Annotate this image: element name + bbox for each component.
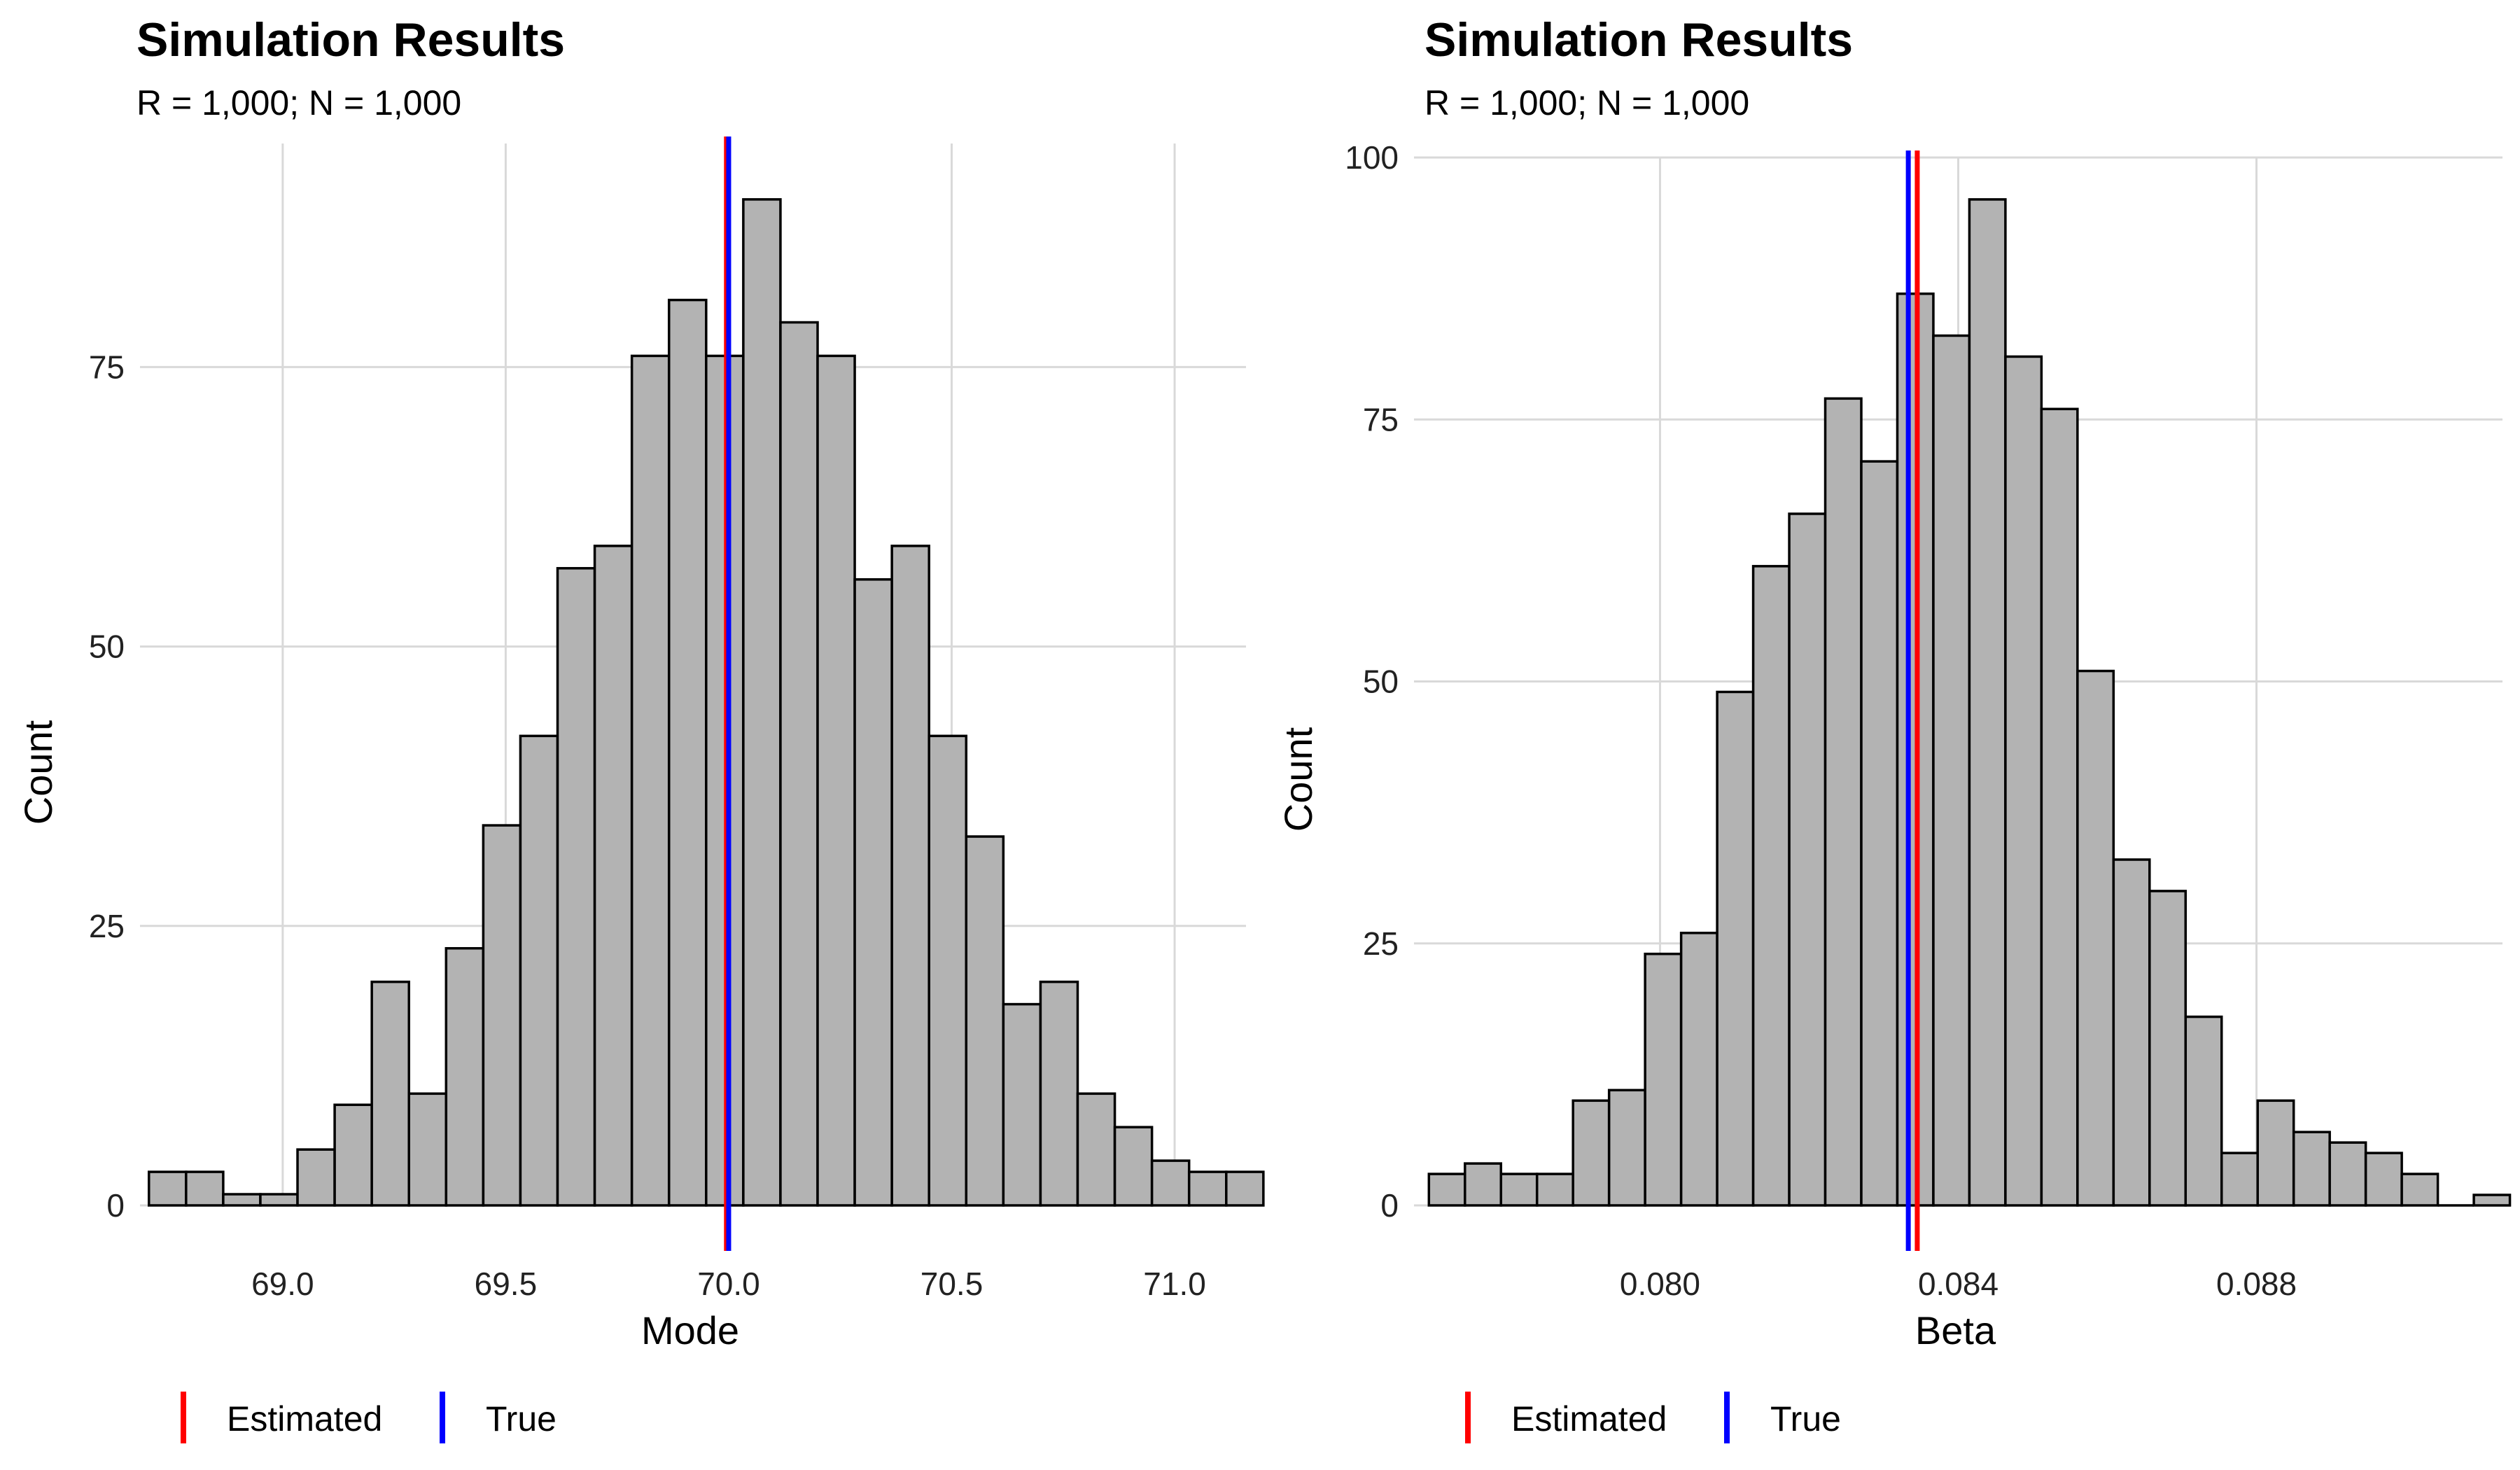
histogram-bar — [222, 1193, 262, 1207]
histogram-bar — [2328, 1141, 2367, 1207]
x-tick-label: 0.084 — [1918, 1266, 1998, 1302]
y-tick-label: 75 — [89, 349, 125, 385]
histogram-bar — [333, 1103, 373, 1207]
histogram-bar — [1039, 980, 1079, 1207]
histogram-bar — [185, 1170, 225, 1207]
histogram-bar — [2256, 1099, 2295, 1207]
chart-title: Simulation Results — [136, 13, 566, 66]
histogram-bar — [593, 545, 634, 1207]
y-tick-label: 50 — [1363, 664, 1399, 700]
x-tick-label: 70.5 — [920, 1266, 983, 1302]
histogram-bar — [2400, 1172, 2440, 1207]
histogram-bar — [1499, 1172, 1539, 1207]
x-tick-label: 69.0 — [251, 1266, 314, 1302]
histogram-bar — [2112, 858, 2151, 1207]
y-tick-label: 75 — [1363, 401, 1399, 438]
histogram-bar — [2184, 1015, 2223, 1207]
histogram-bar — [1427, 1172, 1466, 1207]
legend-label-estimated: Estimated — [227, 1399, 382, 1438]
y-tick-label: 25 — [89, 908, 125, 944]
histogram-bar — [2292, 1130, 2331, 1207]
histogram-bar — [667, 298, 708, 1207]
histogram-bar — [2004, 355, 2043, 1207]
histogram-bar — [556, 567, 596, 1207]
histogram-bar — [1751, 565, 1791, 1207]
legend-label-estimated: Estimated — [1511, 1399, 1667, 1438]
legend-label-true: True — [486, 1399, 556, 1438]
chart-subtitle: R = 1,000; N = 1,000 — [1424, 83, 1750, 122]
x-axis-title: Mode — [641, 1308, 739, 1352]
x-tick-label: 71.0 — [1143, 1266, 1206, 1302]
histogram-bar — [1607, 1088, 1646, 1207]
y-tick-label: 25 — [1363, 925, 1399, 962]
histogram-bar — [1679, 932, 1718, 1207]
histogram-bar — [1464, 1162, 1503, 1207]
histogram-bar — [1716, 690, 1755, 1207]
histogram-bar — [296, 1148, 336, 1207]
histogram-bar — [1860, 460, 1899, 1207]
histogram-bar — [147, 1170, 188, 1207]
histogram-bar — [1788, 512, 1827, 1207]
histogram-bar — [1187, 1170, 1228, 1207]
chart-title: Simulation Results — [1424, 13, 1854, 66]
histogram-bar — [2220, 1152, 2259, 1207]
x-axis-title: Beta — [1915, 1308, 1996, 1352]
histogram-bar — [816, 354, 856, 1207]
y-axis-title: Count — [1276, 727, 1320, 832]
histogram-bar — [742, 198, 782, 1207]
y-tick-label: 0 — [1380, 1187, 1399, 1224]
y-tick-label: 100 — [1345, 139, 1399, 176]
histogram-bar — [2148, 890, 2188, 1207]
x-tick-label: 0.080 — [1620, 1266, 1700, 1302]
histogram-bar — [407, 1092, 448, 1207]
histogram-bar — [1002, 1002, 1042, 1207]
histogram-beta: 0 25 50 75 100 0.080 0.084 0.088 Beta Count Estima… — [1276, 139, 2512, 1443]
y-axis-title: Count — [16, 720, 60, 825]
histogram-bar — [1113, 1126, 1154, 1207]
histogram-bar — [630, 354, 671, 1207]
histogram-bar — [1823, 397, 1863, 1207]
x-tick-label: 0.088 — [2216, 1266, 2297, 1302]
histogram-bar — [1644, 952, 1683, 1207]
histogram-bar — [444, 946, 485, 1207]
histogram-bar — [1225, 1170, 1265, 1207]
histogram-bar — [2040, 407, 2079, 1207]
chart-subtitle: R = 1,000; N = 1,000 — [136, 83, 462, 122]
y-tick-label: 50 — [89, 629, 125, 665]
histogram-bar — [259, 1193, 299, 1207]
histogram-bar — [965, 835, 1005, 1207]
chart-panel-mode: Simulation Results R = 1,000; N = 1,000 … — [16, 13, 1265, 1443]
histogram-bar — [1076, 1092, 1116, 1207]
histogram-mode: 0 25 50 75 69.0 69.5 70.0 70.5 71.0 Mode Count Esti… — [16, 136, 1265, 1443]
histogram-bar — [1150, 1159, 1191, 1207]
histogram-bar — [2472, 1194, 2512, 1207]
histogram-bar — [890, 545, 930, 1207]
histogram-bar — [1572, 1099, 1611, 1207]
y-tick-label: 0 — [106, 1187, 125, 1224]
histogram-bar — [2364, 1152, 2403, 1207]
histogram-bar — [2076, 669, 2115, 1207]
chart-panel-beta: Simulation Results R = 1,000; N = 1,000 … — [1260, 0, 2520, 1470]
histogram-bar — [519, 734, 559, 1207]
histogram-bar — [482, 824, 522, 1207]
histogram-bar — [853, 578, 893, 1207]
histogram-bar — [1932, 334, 1971, 1207]
histogram-bar — [779, 321, 819, 1207]
histogram-bar — [1968, 198, 2007, 1207]
histogram-bar — [1535, 1172, 1574, 1207]
legend-label-true: True — [1770, 1399, 1841, 1438]
x-tick-label: 69.5 — [475, 1266, 538, 1302]
histogram-bar — [370, 980, 410, 1207]
histogram-bar — [927, 734, 968, 1207]
x-tick-label: 70.0 — [697, 1266, 760, 1302]
